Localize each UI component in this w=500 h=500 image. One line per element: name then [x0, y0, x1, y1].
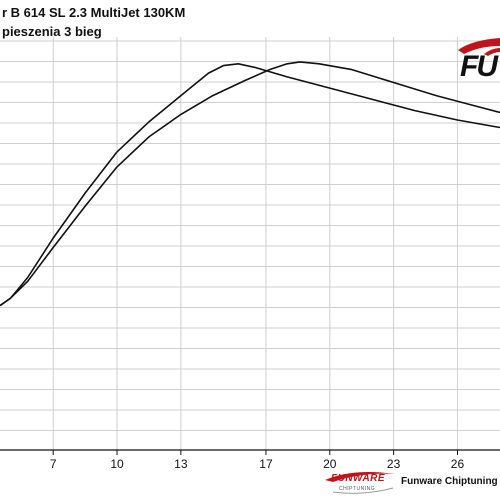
chart-title: r B 614 SL 2.3 MultiJet 130KM: [2, 5, 186, 20]
x-tick-label: 23: [387, 457, 401, 471]
x-tick-label: 20: [323, 457, 337, 471]
logo-text: FU: [460, 50, 498, 83]
chart-subtitle: pieszenia 3 bieg: [2, 24, 102, 39]
funware-logo-emblem: [458, 38, 500, 56]
footer-logo-swoosh: [325, 472, 395, 494]
footer-text: Funware Chiptuning Łódź: [401, 476, 500, 487]
series-line-2: [0, 61, 500, 307]
footer-brand: FUNWARE: [331, 473, 386, 484]
x-tick-label: 17: [259, 457, 273, 471]
chart-ticks: 7 10 13 17 20 23 26: [50, 450, 465, 471]
x-tick-label: 10: [110, 457, 124, 471]
x-tick-label: 13: [174, 457, 188, 471]
chart-grid: [0, 37, 500, 450]
chart-series: [0, 61, 500, 307]
footer-brand-sub: CHIPTUNING: [339, 486, 376, 492]
x-tick-label: 26: [451, 457, 465, 471]
x-tick-label: 7: [50, 457, 57, 471]
series-line-1: [0, 63, 500, 307]
